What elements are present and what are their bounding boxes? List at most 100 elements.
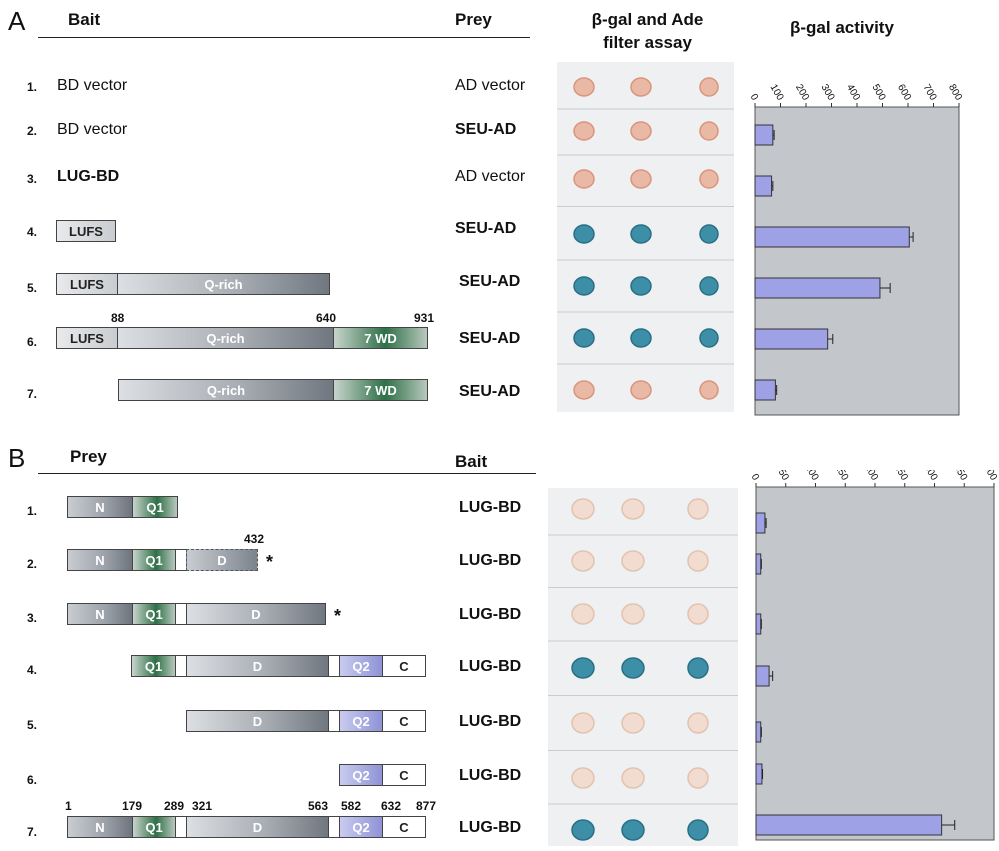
d-domain-partial: D: [186, 549, 258, 571]
panel-b-prey-header: Prey: [70, 447, 107, 466]
axis-tick-label: 50: [776, 470, 791, 483]
q2-domain: Q2: [339, 816, 383, 838]
bait-label: LUG-BD: [459, 713, 522, 730]
colony-spot: [630, 380, 652, 400]
panel-a-bait-header: Bait: [68, 10, 101, 29]
axis-tick-label: 250: [892, 470, 910, 483]
bait-label: LUG-BD: [459, 606, 522, 623]
chart-bar: [754, 277, 881, 299]
bait-label: LUG-BD: [57, 168, 120, 185]
colony-spot: [571, 550, 595, 572]
c-domain: C: [382, 816, 426, 838]
panel-b-letter: B: [8, 443, 26, 473]
axis-tick-label: 500: [870, 83, 888, 103]
colony-spot: [699, 224, 719, 244]
axis-tick-label: 400: [844, 83, 862, 103]
colony-spot: [621, 603, 645, 625]
chart-bar: [755, 553, 762, 575]
filter-assay-b-colonies: [548, 498, 738, 841]
panel-a-activity-header: β-gal activity: [790, 18, 894, 37]
wd-repeat-domain: 7 WD: [333, 327, 428, 349]
chart-bar: [754, 124, 774, 146]
axis-tick-label: 200: [793, 83, 811, 103]
n-domain: N: [67, 603, 133, 625]
q-rich-domain: Q-rich: [117, 273, 330, 295]
colony-spot: [687, 767, 709, 789]
asterisk-marker: *: [266, 552, 274, 572]
colony-spot: [573, 77, 595, 97]
axis-tick-label: 100: [768, 83, 786, 103]
colony-spot: [573, 276, 595, 296]
prey-label: AD vector: [455, 168, 526, 185]
bait-label: LUG-BD: [459, 819, 522, 836]
lufs-domain: LUFS: [56, 327, 118, 349]
bait-label: BD vector: [57, 121, 128, 138]
colony-spot: [621, 657, 645, 679]
axis-tick-label: 700: [921, 83, 939, 103]
d-domain: D: [186, 603, 326, 625]
colony-spot: [687, 657, 709, 679]
row-number: 4.: [27, 663, 38, 677]
q-rich-domain: Q-rich: [118, 379, 334, 401]
colony-spot: [621, 498, 645, 520]
chart-bar: [755, 763, 763, 785]
row-number: 7.: [27, 825, 38, 839]
c-domain: C: [382, 655, 426, 677]
row-number: 6.: [27, 335, 38, 349]
chart-bar: [754, 226, 910, 248]
axis-tick-label: 0: [748, 92, 761, 103]
bait-label: LUG-BD: [459, 552, 522, 569]
position-number: 179: [122, 799, 143, 813]
bait-label: BD vector: [57, 77, 128, 94]
d-domain: D: [186, 710, 329, 732]
axis-tick-label: 400: [981, 470, 999, 483]
axis-tick-label: 600: [895, 83, 913, 103]
chart-plot-area: [754, 106, 960, 416]
q2-domain: Q2: [339, 764, 383, 786]
position-number: 321: [192, 799, 213, 813]
q1-domain: Q1: [132, 496, 178, 518]
axis-tick-label: 100: [803, 470, 821, 483]
colony-spot: [571, 498, 595, 520]
colony-spot: [687, 603, 709, 625]
prey-label: SEU-AD: [455, 220, 517, 237]
row-number: 6.: [27, 773, 38, 787]
d-domain: D: [186, 816, 329, 838]
colony-spot: [630, 121, 652, 141]
chart-bar: [754, 379, 776, 401]
prey-label: AD vector: [455, 77, 526, 94]
prey-label: SEU-AD: [459, 383, 521, 400]
axis-tick-label: 200: [862, 470, 880, 483]
colony-spot: [573, 380, 595, 400]
chart-bar: [754, 328, 829, 350]
colony-spot: [630, 169, 652, 189]
filter-assay-a: [557, 62, 734, 412]
row-number: 3.: [27, 611, 38, 625]
panel-b-header-rule: [38, 473, 536, 474]
colony-spot: [571, 767, 595, 789]
bait-label: LUG-BD: [459, 658, 522, 675]
chart-bar: [754, 175, 773, 197]
colony-spot: [687, 550, 709, 572]
row-number: 1.: [27, 80, 38, 94]
n-domain: N: [67, 816, 133, 838]
asterisk-marker: *: [334, 606, 342, 626]
axis-tick-label: 300: [819, 83, 837, 103]
colony-spot: [621, 712, 645, 734]
chart-bar: [755, 613, 762, 635]
filter-assay-a-colonies: [557, 77, 734, 400]
lufs-domain: LUFS: [56, 220, 116, 242]
chart-bar: [755, 665, 770, 687]
position-number: 289: [164, 799, 185, 813]
panel-a-letter: A: [8, 6, 26, 36]
colony-spot: [687, 819, 709, 841]
colony-spot: [687, 498, 709, 520]
chart-bar: [755, 814, 943, 836]
c-domain: C: [382, 710, 426, 732]
bait-label: LUG-BD: [459, 499, 522, 516]
q-rich-domain: Q-rich: [117, 327, 334, 349]
prey-label: SEU-AD: [459, 273, 521, 290]
q1-domain: Q1: [131, 655, 176, 677]
q1-domain: Q1: [132, 549, 176, 571]
beta-gal-chart-a: 0 100 200 300 400 500 600 700 800: [748, 83, 964, 416]
